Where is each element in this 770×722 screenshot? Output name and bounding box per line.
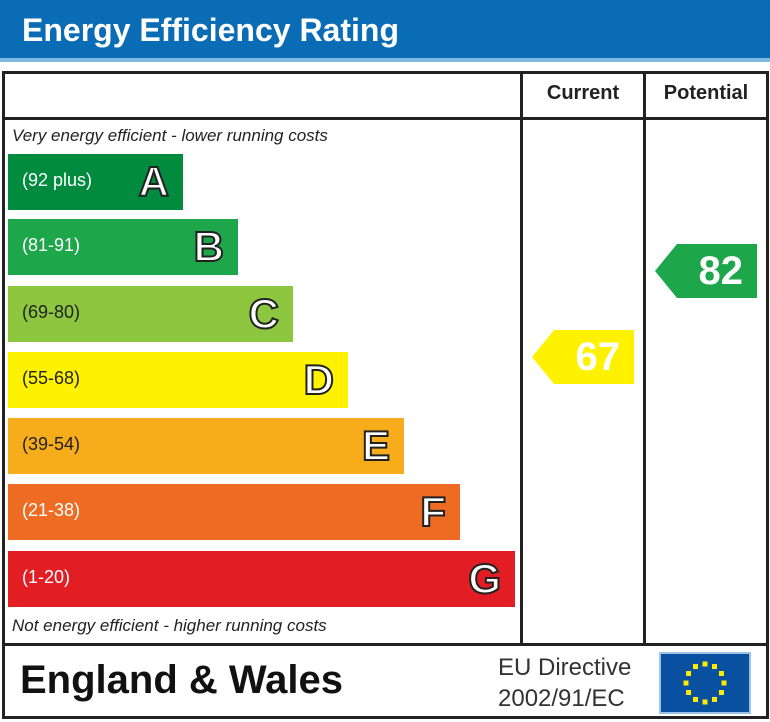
eu-star (693, 696, 698, 702)
eu-star (702, 699, 708, 705)
band-range: (92 plus) (22, 170, 93, 190)
band-letter: G (467, 554, 502, 603)
band-E: (39-54) E (8, 418, 404, 474)
band-letter: F (419, 487, 447, 536)
eu-star (686, 690, 692, 695)
band-letter: D (303, 355, 335, 404)
eu-star (721, 680, 727, 686)
eu-star (712, 664, 717, 670)
eu-star (702, 661, 708, 667)
band-letter: B (193, 222, 225, 271)
band-range: (1-20) (22, 567, 71, 587)
directive-line1: EU Directive (498, 654, 632, 681)
directive-line2: 2002/91/EC (498, 685, 625, 712)
eu-star (686, 671, 692, 676)
divider (520, 71, 523, 646)
band-letter: C (248, 289, 280, 338)
region-label: England & Wales (20, 658, 344, 702)
eu-star (683, 680, 689, 686)
column-header-current: Current (546, 82, 620, 104)
band-range: (55-68) (22, 368, 81, 388)
band-G: (1-20) G (8, 551, 515, 607)
bottom-note: Not energy efficient - higher running co… (12, 616, 327, 635)
eu-directive: EU Directive 2002/91/EC (498, 652, 631, 714)
rating-table (2, 71, 769, 719)
band-range: (69-80) (22, 302, 81, 322)
current-rating-value: 67 (575, 335, 621, 379)
divider (2, 643, 769, 646)
band-range: (21-38) (22, 500, 81, 520)
band-C: (69-80) C (8, 286, 293, 342)
eu-flag-icon (659, 652, 751, 714)
band-A: (92 plus) A (8, 154, 183, 210)
eu-star (718, 671, 724, 676)
band-range: (39-54) (22, 434, 81, 454)
title-bar: Energy Efficiency Rating (0, 0, 770, 62)
band-letter: A (138, 157, 170, 206)
column-header-potential: Potential (663, 82, 749, 104)
band-letter: E (361, 421, 391, 470)
potential-rating-value: 82 (698, 249, 744, 293)
band-range: (81-91) (22, 235, 81, 255)
current-rating-arrow: 67 (532, 330, 634, 384)
potential-rating-arrow: 82 (655, 244, 757, 298)
band-B: (81-91) B (8, 219, 238, 275)
eu-star (718, 690, 724, 695)
divider (2, 117, 769, 120)
divider (643, 71, 646, 646)
top-note: Very energy efficient - lower running co… (12, 126, 328, 145)
eu-star (712, 696, 717, 702)
band-D: (55-68) D (8, 352, 348, 408)
eu-star (693, 664, 698, 670)
band-F: (21-38) F (8, 484, 460, 540)
chart-title: Energy Efficiency Rating (22, 12, 399, 48)
